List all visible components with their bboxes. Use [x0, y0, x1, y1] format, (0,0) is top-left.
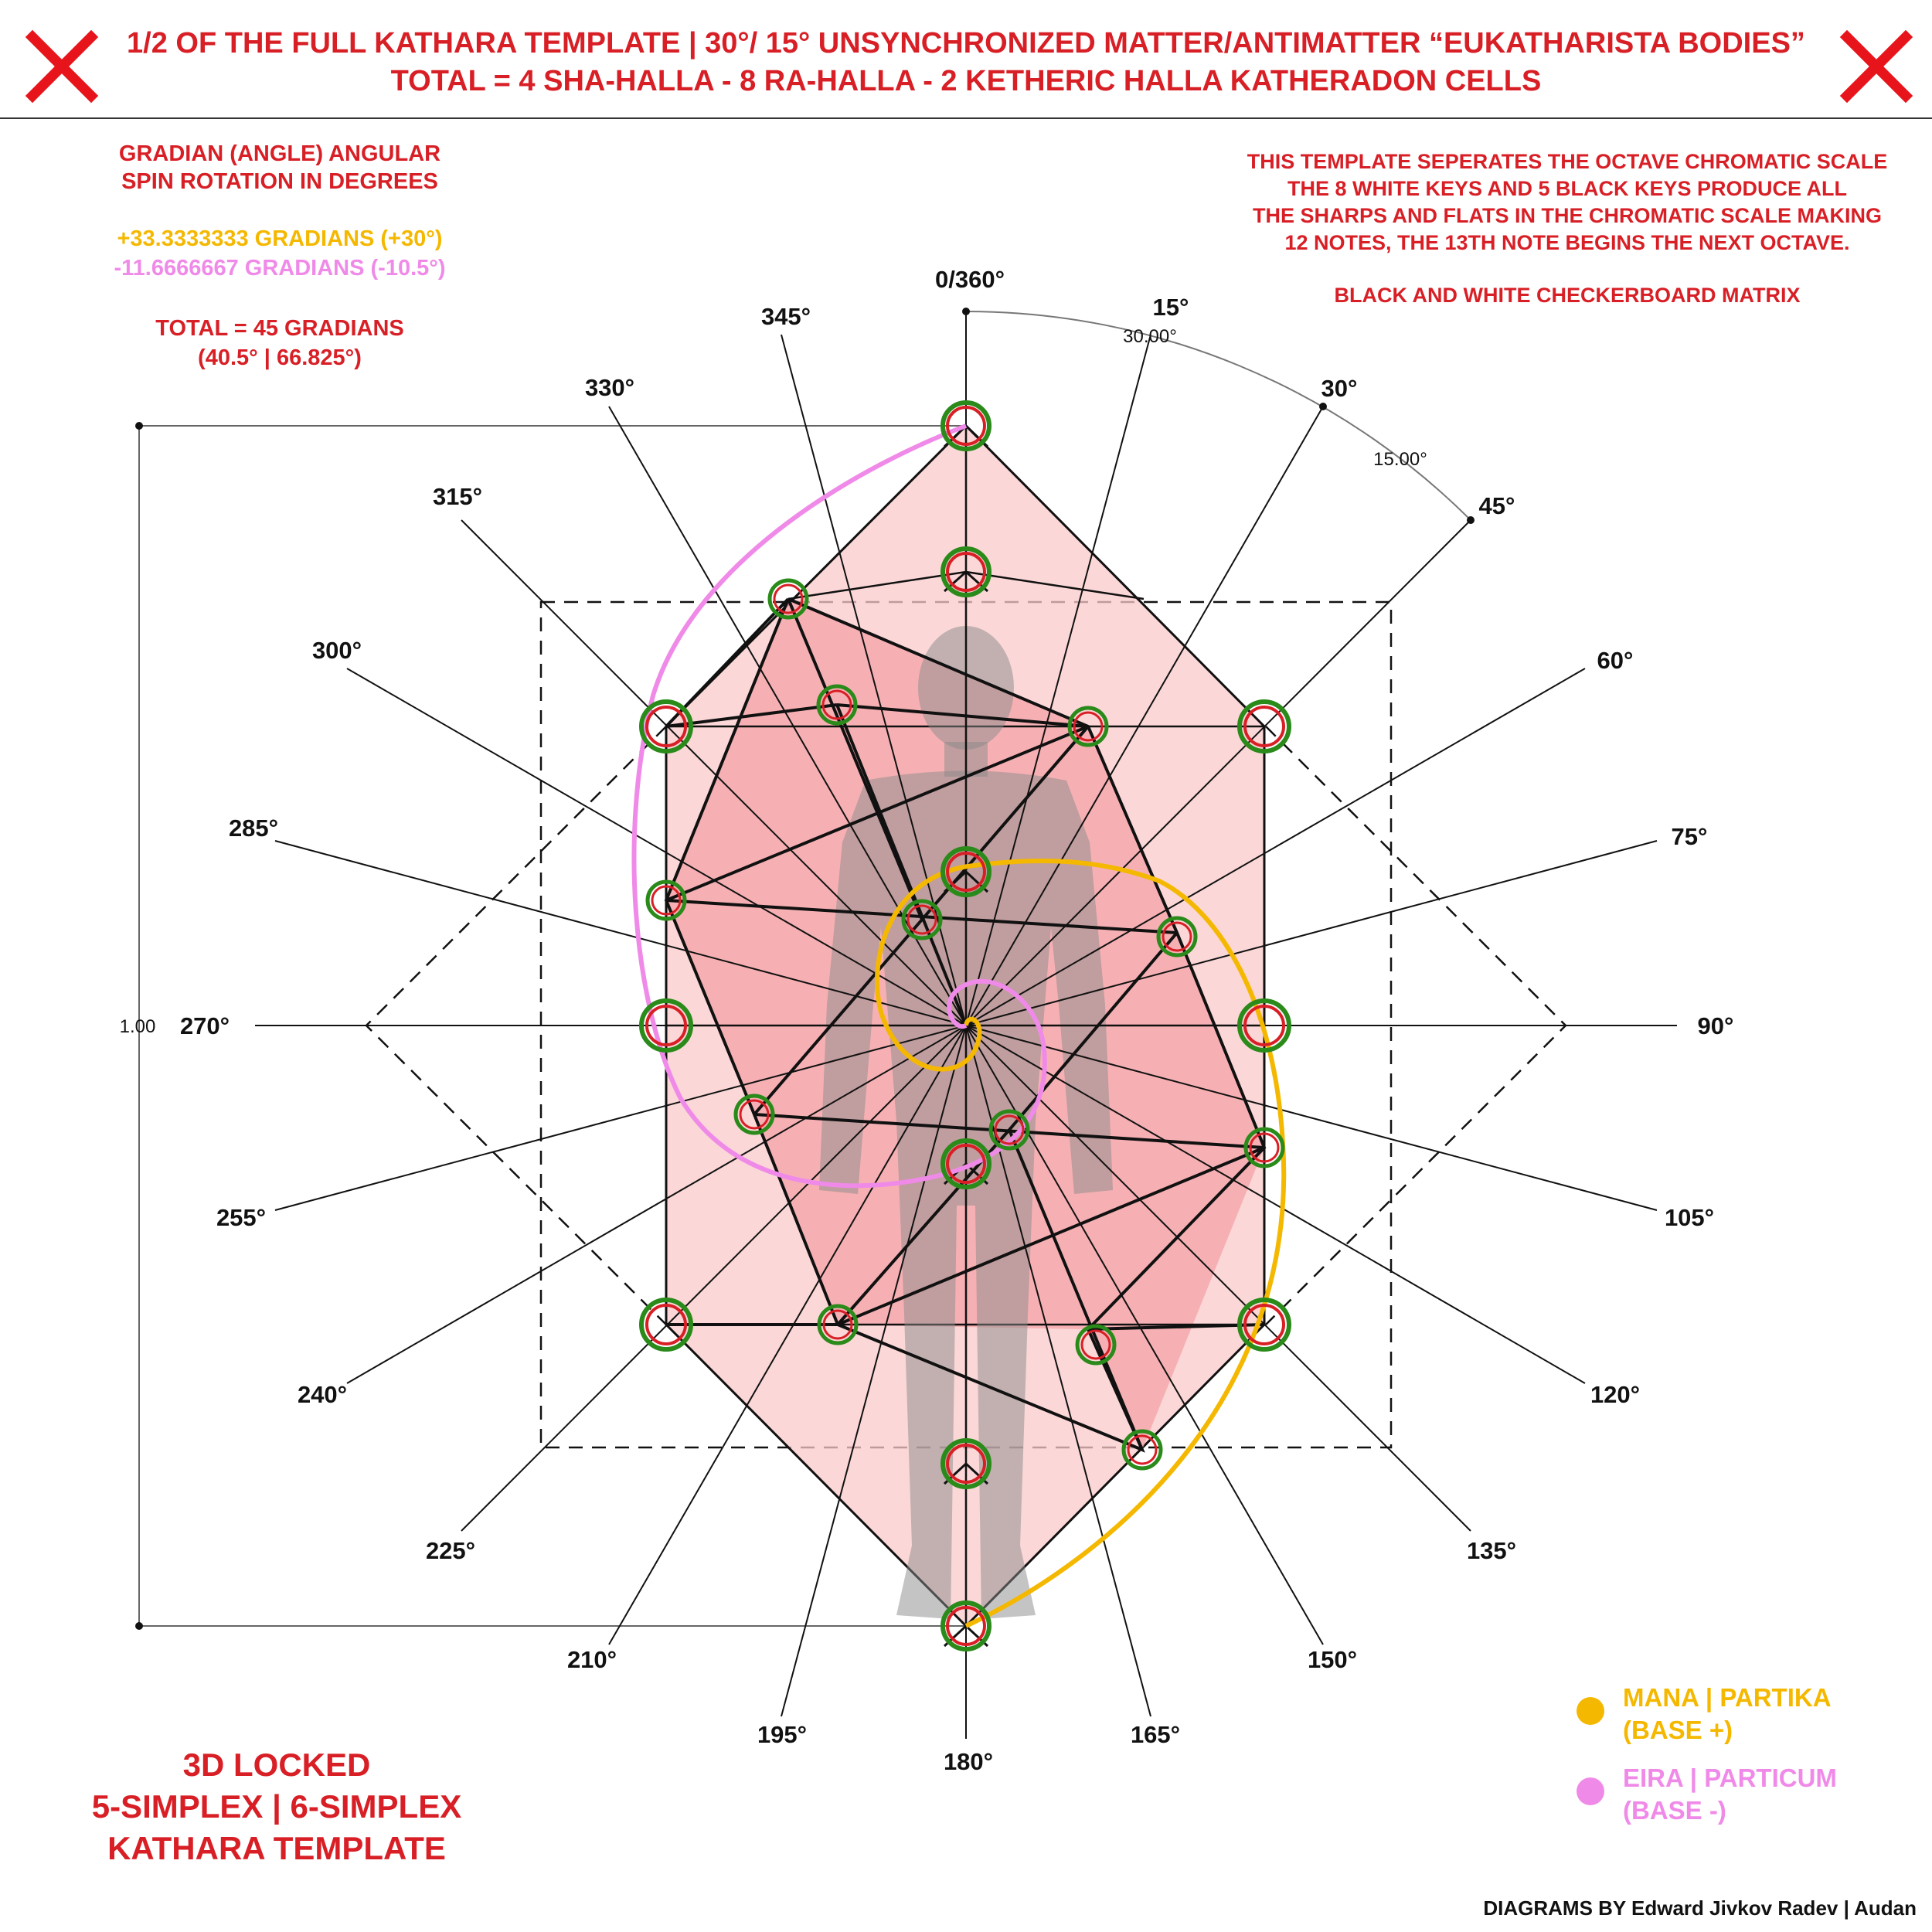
node-sha-halla	[1237, 1298, 1291, 1352]
node-ra-halla	[733, 1094, 775, 1135]
left-total-line-1: TOTAL = 45 GRADIANS	[155, 316, 403, 341]
right-note-line-1: THIS TEMPLATE SEPERATES THE OCTAVE CHROM…	[1247, 150, 1888, 173]
footer-line-3: KATHARA TEMPLATE	[107, 1830, 446, 1866]
node-ra-halla	[767, 578, 809, 620]
gold-gradian-note: +33.3333333 GRADIANS (+30°)	[117, 226, 442, 251]
title-line-1: 1/2 OF THE FULL KATHARA TEMPLATE | 30°/ …	[127, 27, 1805, 60]
angle-label-30: 30°	[1321, 375, 1358, 402]
node-ra-halla	[1075, 1324, 1117, 1366]
node-side	[1237, 998, 1291, 1053]
left-total-line-2: (40.5° | 66.825°)	[198, 345, 362, 370]
node-ra-halla	[817, 1304, 859, 1345]
footer-line-1: 3D LOCKED	[183, 1747, 371, 1783]
angle-label-180: 180°	[944, 1748, 993, 1775]
title-line-2: TOTAL = 4 SHA-HALLA - 8 RA-HALLA - 2 KET…	[391, 65, 1542, 97]
angle-label-165: 165°	[1131, 1721, 1180, 1748]
node-axis	[940, 1438, 992, 1489]
node-axis	[940, 846, 992, 897]
node-ra-halla	[1121, 1429, 1163, 1471]
right-note-line-5: BLACK AND WHITE CHECKERBOARD MATRIX	[1335, 284, 1801, 307]
mana-legend-dot	[1577, 1697, 1604, 1725]
angle-label-300: 300°	[312, 637, 362, 664]
height-dimension-label: 1.00	[120, 1016, 156, 1037]
node-side	[639, 998, 693, 1053]
red-x-icon	[25, 29, 99, 104]
mana-spiral	[875, 859, 1287, 1628]
eira-spiral	[631, 423, 1047, 1189]
right-note-line-2: THE 8 WHITE KEYS AND 5 BLACK KEYS PRODUC…	[1287, 177, 1847, 200]
left-note-line-2: SPIN ROTATION IN DEGREES	[121, 169, 438, 194]
node-ra-halla	[1067, 706, 1109, 747]
angle-label-15: 15°	[1153, 294, 1189, 321]
angle-label-285: 285°	[229, 815, 278, 842]
footer-line-2: 5-SIMPLEX | 6-SIMPLEX	[92, 1788, 462, 1825]
angle-label-225: 225°	[426, 1537, 475, 1564]
right-note-line-3: THE SHARPS AND FLATS IN THE CHROMATIC SC…	[1253, 204, 1882, 227]
right-note-line-4: 12 NOTES, THE 13TH NOTE BEGINS THE NEXT …	[1284, 231, 1849, 254]
katheradon-nodes	[639, 400, 1291, 1651]
height-dimension	[138, 425, 966, 1627]
node-ketheric-top	[940, 400, 992, 451]
node-sha-halla	[1237, 699, 1291, 753]
red-x-icon	[1839, 29, 1913, 104]
node-ra-halla	[901, 899, 943, 940]
eira-legend-label: EIRA | PARTICUM	[1623, 1764, 1837, 1792]
pink-gradian-note: -11.6666667 GRADIANS (-10.5°)	[114, 256, 445, 281]
node-ra-halla	[645, 879, 687, 921]
node-ra-halla	[988, 1109, 1030, 1151]
angle-labels: 0/360° 15° 30° 45° 60° 75° 90° 105° 120°…	[180, 266, 1734, 1775]
credit-text: DIAGRAMS BY Edward Jivkov Radev | Audan	[1483, 1896, 1917, 1920]
node-ra-halla	[1156, 916, 1198, 957]
arc-15-label: 15.00°	[1373, 449, 1427, 470]
angle-label-75: 75°	[1672, 823, 1708, 850]
node-sha-halla	[639, 699, 693, 753]
angle-label-210: 210°	[567, 1646, 617, 1673]
dimension-endpoint	[135, 1622, 143, 1630]
angle-label-255: 255°	[216, 1204, 266, 1231]
spoke-endpoints	[962, 308, 1475, 524]
angle-label-195: 195°	[757, 1721, 807, 1748]
node-sha-halla	[639, 1298, 693, 1352]
angle-label-240: 240°	[298, 1381, 347, 1408]
node-ra-halla	[816, 684, 858, 726]
angle-label-105: 105°	[1665, 1204, 1714, 1231]
angle-label-0: 0/360°	[935, 266, 1005, 293]
legend: MANA | PARTIKA (BASE +) EIRA | PARTICUM …	[1577, 1683, 1837, 1825]
angle-label-45: 45°	[1479, 492, 1515, 519]
eira-legend-dot	[1577, 1777, 1604, 1805]
node-ketheric-bottom	[940, 1600, 992, 1651]
angle-label-90: 90°	[1698, 1012, 1734, 1039]
node-axis	[940, 1138, 992, 1189]
angle-label-330: 330°	[585, 374, 634, 401]
angle-label-120: 120°	[1590, 1381, 1640, 1408]
dimension-endpoint	[135, 422, 143, 430]
angle-label-150: 150°	[1308, 1646, 1357, 1673]
angle-label-135: 135°	[1467, 1537, 1516, 1564]
left-note-line-1: GRADIAN (ANGLE) ANGULAR	[119, 141, 440, 166]
eira-legend-sub: (BASE -)	[1623, 1796, 1726, 1825]
node-ra-halla	[1243, 1127, 1285, 1168]
thick-inner-lines	[664, 597, 1267, 1453]
mana-legend-label: MANA | PARTIKA	[1623, 1683, 1832, 1712]
angle-dimension-arc	[965, 311, 1471, 521]
angle-label-345: 345°	[761, 303, 811, 330]
angle-label-270: 270°	[180, 1012, 230, 1039]
mana-legend-sub: (BASE +)	[1623, 1716, 1733, 1744]
node-axis	[940, 546, 992, 597]
angle-label-315: 315°	[433, 483, 482, 510]
angle-label-60: 60°	[1597, 647, 1634, 674]
